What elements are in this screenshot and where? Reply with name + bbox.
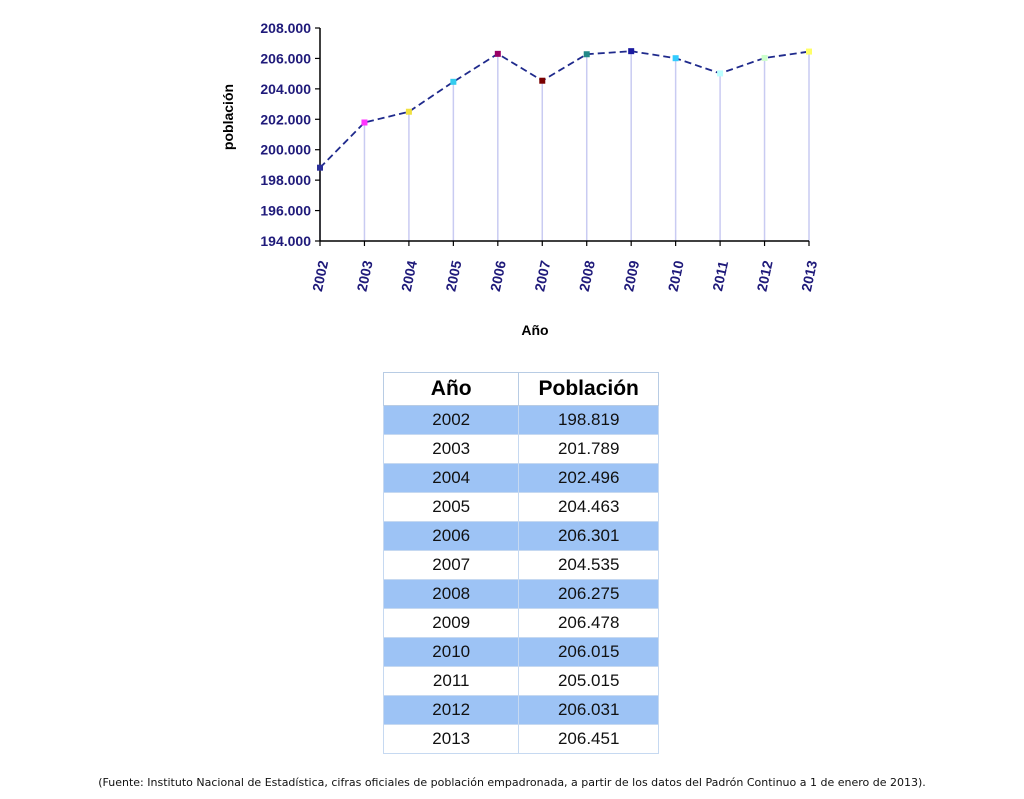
y-tick-label: 200.000 [260, 142, 311, 158]
x-tick-label: 2013 [798, 259, 820, 293]
x-tick-label: 2002 [309, 259, 331, 293]
table-row: 2013 206.451 [382, 724, 659, 754]
data-point [494, 50, 501, 57]
data-point [806, 48, 812, 55]
table-row: 2009 206.478 [382, 608, 659, 638]
x-tick-label: 2011 [709, 259, 731, 292]
x-axis-title: Año [521, 322, 548, 338]
population-table: Año Población 2002 198.819 2003 201.789 2004… [382, 372, 659, 754]
table-row: 2007 204.535 [382, 550, 659, 580]
column-header-population: Población [518, 372, 659, 406]
population-cell: 198.819 [518, 405, 659, 435]
population-cell: 205.015 [518, 666, 659, 696]
population-cell: 206.031 [518, 695, 659, 725]
population-table-container: Año Población 2002 198.819 2003 201.789 2004… [382, 372, 659, 754]
year-cell: 2008 [382, 579, 520, 609]
year-cell: 2007 [382, 550, 520, 580]
population-cell: 206.451 [518, 724, 659, 754]
x-tick-label: 2007 [531, 259, 553, 293]
source-note: (Fuente: Instituto Nacional de Estadísti… [98, 776, 926, 789]
table-row: 2002 198.819 [382, 405, 659, 435]
x-ticks: 2002 2003 2004 2005 2006 2007 2008 2009 2010 2011… [309, 241, 820, 293]
x-tick-label: 2004 [398, 259, 420, 293]
year-cell: 2013 [382, 724, 520, 754]
chart-axes [319, 28, 809, 242]
table-row: 2008 206.275 [382, 579, 659, 609]
population-cell: 204.463 [518, 492, 659, 522]
population-cell: 201.789 [518, 434, 659, 464]
table-row: 2011 205.015 [382, 666, 659, 696]
year-cell: 2002 [382, 405, 520, 435]
table-row: 2010 206.015 [382, 637, 659, 667]
table-row: 2012 206.031 [382, 695, 659, 725]
data-point [405, 108, 412, 115]
drop-lines [319, 51, 810, 241]
x-tick-label: 2010 [665, 259, 687, 293]
data-point [539, 77, 546, 84]
table-body: 2002 198.819 2003 201.789 2004 202.496 2005 204… [382, 405, 659, 754]
y-tick-label: 208.000 [260, 20, 311, 36]
table-row: 2006 206.301 [382, 521, 659, 551]
data-markers [317, 48, 812, 171]
y-tick-label: 204.000 [260, 81, 311, 97]
table-header-row: Año Población [382, 372, 659, 406]
year-cell: 2006 [382, 521, 520, 551]
column-header-year: Año [382, 372, 520, 406]
data-point [717, 70, 724, 77]
year-cell: 2012 [382, 695, 520, 725]
population-line [319, 50, 810, 169]
data-point [317, 164, 323, 171]
data-point [450, 78, 457, 85]
x-tick-label: 2012 [754, 259, 776, 293]
y-tick-label: 196.000 [260, 203, 311, 219]
y-ticks: 194.000 196.000 198.000 200.000 202.000 204.0… [260, 20, 320, 249]
population-cell: 206.015 [518, 637, 659, 667]
x-tick-label: 2006 [487, 259, 509, 293]
table-row: 2003 201.789 [382, 434, 659, 464]
x-tick-label: 2009 [620, 259, 642, 293]
y-tick-label: 194.000 [260, 233, 311, 249]
data-point [583, 51, 590, 58]
year-cell: 2010 [382, 637, 520, 667]
year-cell: 2011 [382, 666, 520, 696]
year-cell: 2004 [382, 463, 520, 493]
population-cell: 206.478 [518, 608, 659, 638]
year-cell: 2009 [382, 608, 520, 638]
x-tick-label: 2008 [576, 259, 598, 293]
y-tick-label: 202.000 [260, 111, 311, 127]
data-point [672, 55, 679, 62]
population-cell: 204.535 [518, 550, 659, 580]
population-cell: 206.275 [518, 579, 659, 609]
population-cell: 206.301 [518, 521, 659, 551]
data-point [361, 119, 368, 126]
table-row: 2004 202.496 [382, 463, 659, 493]
year-cell: 2003 [382, 434, 520, 464]
population-cell: 202.496 [518, 463, 659, 493]
data-point [628, 48, 635, 55]
y-axis-title: población [220, 84, 236, 150]
y-tick-label: 206.000 [260, 50, 311, 66]
year-cell: 2005 [382, 492, 520, 522]
x-tick-label: 2005 [442, 259, 464, 293]
x-tick-label: 2003 [353, 259, 375, 293]
table-row: 2005 204.463 [382, 492, 659, 522]
y-tick-label: 198.000 [260, 172, 311, 188]
data-point [761, 54, 768, 61]
population-chart: 194.000 196.000 198.000 200.000 202.000 204.0… [220, 20, 820, 338]
